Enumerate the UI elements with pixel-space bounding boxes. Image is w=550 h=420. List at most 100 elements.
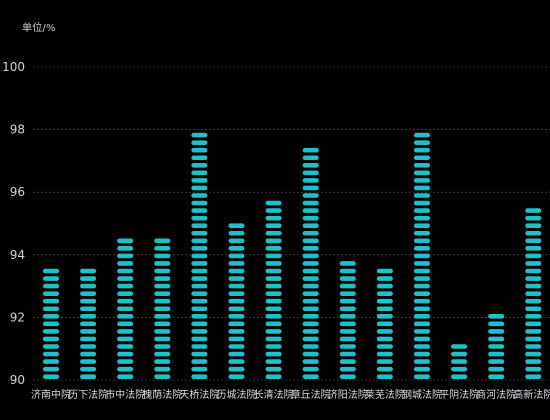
bar-segment [43, 374, 59, 379]
bar-segment [191, 366, 208, 372]
bar-segment [191, 298, 208, 304]
bar-segment [154, 306, 171, 312]
bar [265, 200, 282, 379]
bar-segment [414, 208, 430, 213]
bar-segment [414, 329, 430, 334]
bar-segment [191, 140, 208, 145]
bar-segment [154, 246, 171, 251]
bar-segment [414, 132, 430, 138]
bar-segment [525, 321, 542, 327]
bar-segment [265, 253, 282, 259]
bar-segment [302, 283, 319, 289]
bar-segment [414, 178, 430, 183]
bar-segment [265, 351, 282, 357]
bar-segment [43, 344, 59, 349]
bar-segment [451, 351, 468, 357]
bar-segment [525, 253, 542, 259]
bar-segment [117, 321, 134, 327]
bar [154, 238, 171, 379]
bar-segment [451, 359, 468, 364]
bar-segment [376, 329, 393, 334]
bar-segment [43, 351, 59, 357]
bar-segment [80, 314, 97, 319]
bar-segment [302, 178, 319, 183]
bar-segment [265, 321, 282, 327]
bar-segment [302, 185, 319, 191]
bar-segment [154, 238, 171, 244]
bar-segment [525, 215, 542, 221]
bar [451, 344, 468, 379]
bar-segment [414, 344, 430, 349]
bar-segment [228, 366, 245, 372]
bar-segment [191, 268, 208, 274]
bar-segment [488, 374, 505, 379]
bar-segment [376, 298, 393, 304]
bar-segment [414, 321, 430, 327]
bar-segment [414, 253, 430, 259]
bar-segment [339, 351, 356, 357]
bar-segment [302, 351, 319, 357]
bar-segment [228, 261, 245, 266]
bar-segment [191, 155, 208, 161]
bar-segment [414, 185, 430, 191]
bar-segment [302, 193, 319, 198]
bar-segment [228, 351, 245, 357]
bar-segment [376, 366, 393, 372]
bar-segment [228, 291, 245, 296]
bar-segment [80, 306, 97, 312]
bar-segment [525, 230, 542, 236]
bar-segment [154, 261, 171, 266]
bar-segment [488, 329, 505, 334]
bar-segment [376, 344, 393, 349]
bar-segment [228, 359, 245, 364]
x-tick-label: 长清法院 [254, 388, 294, 401]
bar-segment [154, 374, 171, 379]
x-tick-label: 高新法院 [513, 388, 550, 401]
bar-segment [154, 359, 171, 364]
bar-segment [191, 321, 208, 327]
bar-segment [525, 366, 542, 372]
bar-segment [117, 238, 134, 244]
bar-segment [265, 276, 282, 281]
bar-segment [265, 374, 282, 379]
bar-segment [154, 283, 171, 289]
bar-segment [228, 314, 245, 319]
bar-segment [414, 336, 430, 342]
bar-segment [525, 336, 542, 342]
bar-segment [228, 374, 245, 379]
bar-segment [191, 200, 208, 206]
bar-segment [339, 261, 356, 266]
bar-segment [302, 374, 319, 379]
bar-segment [43, 359, 59, 364]
bar-segment [302, 329, 319, 334]
bar-segment [376, 291, 393, 296]
bar-segment [302, 291, 319, 296]
bar-segment [265, 268, 282, 274]
bars-layer [43, 132, 542, 379]
bar-segment [80, 344, 97, 349]
bar [228, 223, 245, 379]
bar-segment [339, 321, 356, 327]
bar-segment [414, 215, 430, 221]
bar-segment [191, 336, 208, 342]
bar-segment [228, 276, 245, 281]
bar-segment [302, 147, 319, 153]
bar-segment [265, 344, 282, 349]
bar-segment [414, 163, 430, 168]
bar-segment [80, 336, 97, 342]
bar-segment [451, 374, 468, 379]
bar-segment [154, 329, 171, 334]
bar-segment [525, 291, 542, 296]
bar-segment [191, 344, 208, 349]
bar-segment [265, 366, 282, 372]
bar-segment [414, 268, 430, 274]
bar-segment [117, 336, 134, 342]
bar-segment [117, 283, 134, 289]
bar-segment [191, 306, 208, 312]
x-tick-label: 市中法院 [105, 388, 145, 401]
bar-segment [191, 351, 208, 357]
bar-segment [339, 276, 356, 281]
bar-segment [80, 268, 97, 274]
bar-segment [80, 366, 97, 372]
